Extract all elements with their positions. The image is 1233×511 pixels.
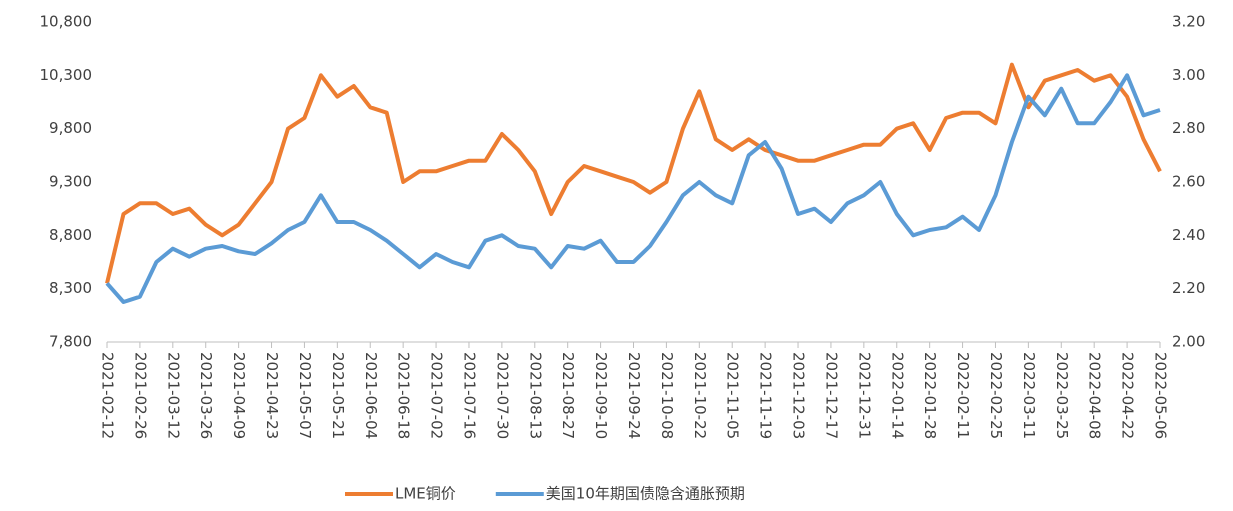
x-tick-label: 2022-04-08 bbox=[1086, 352, 1104, 439]
y2-tick-label: 2.60 bbox=[1172, 173, 1205, 191]
x-tick-label: 2022-05-06 bbox=[1152, 352, 1170, 439]
y-tick-label: 10,800 bbox=[40, 13, 93, 31]
x-tick-label: 2022-03-25 bbox=[1053, 352, 1071, 439]
legend-label: LME铜价 bbox=[395, 485, 456, 503]
x-tick-label: 2021-02-12 bbox=[99, 352, 117, 439]
y2-tick-label: 2.40 bbox=[1172, 226, 1205, 244]
x-tick-label: 2022-01-14 bbox=[888, 352, 906, 439]
x-tick-label: 2021-09-24 bbox=[625, 352, 643, 439]
x-tick-label: 2021-11-05 bbox=[724, 352, 742, 439]
x-tick-label: 2022-03-11 bbox=[1020, 352, 1038, 439]
x-tick-label: 2021-04-09 bbox=[230, 352, 248, 439]
x-tick-label: 2021-08-27 bbox=[559, 352, 577, 439]
x-tick-label: 2021-09-10 bbox=[592, 352, 610, 439]
x-tick-label: 2021-05-07 bbox=[296, 352, 314, 439]
x-tick-label: 2021-03-26 bbox=[197, 352, 215, 439]
y2-tick-label: 3.00 bbox=[1172, 66, 1205, 84]
x-tick-label: 2021-10-08 bbox=[658, 352, 676, 439]
x-tick-label: 2021-07-30 bbox=[493, 352, 511, 439]
x-tick-label: 2021-02-26 bbox=[131, 352, 149, 439]
x-tick-label: 2021-07-02 bbox=[428, 352, 446, 439]
y2-tick-label: 2.20 bbox=[1172, 279, 1205, 297]
x-tick-label: 2021-07-16 bbox=[460, 352, 478, 439]
y-tick-label: 9,800 bbox=[49, 119, 92, 137]
x-tick-label: 2021-06-04 bbox=[362, 352, 380, 439]
x-tick-label: 2022-01-28 bbox=[921, 352, 939, 439]
x-tick-label: 2021-05-21 bbox=[329, 352, 347, 439]
x-tick-label: 2021-04-23 bbox=[263, 352, 281, 439]
x-tick-label: 2021-10-22 bbox=[691, 352, 709, 439]
x-tick-label: 2022-02-11 bbox=[954, 352, 972, 439]
x-tick-label: 2021-12-17 bbox=[822, 352, 840, 439]
y-tick-label: 10,300 bbox=[40, 66, 93, 84]
y-tick-label: 8,800 bbox=[49, 226, 92, 244]
x-tick-label: 2021-12-31 bbox=[855, 352, 873, 439]
y2-tick-label: 2.00 bbox=[1172, 333, 1205, 351]
y-tick-label: 9,300 bbox=[49, 173, 92, 191]
x-tick-label: 2021-11-19 bbox=[757, 352, 775, 439]
x-tick-label: 2021-12-03 bbox=[790, 352, 808, 439]
x-tick-label: 2021-06-18 bbox=[395, 352, 413, 439]
y-tick-label: 7,800 bbox=[49, 333, 92, 351]
x-tick-label: 2022-02-25 bbox=[987, 352, 1005, 439]
x-tick-label: 2021-08-13 bbox=[526, 352, 544, 439]
series-line bbox=[105, 73, 1161, 304]
x-tick-label: 2021-03-12 bbox=[164, 352, 182, 439]
y2-tick-label: 3.20 bbox=[1172, 13, 1205, 31]
x-tick-label: 2022-04-22 bbox=[1119, 352, 1137, 439]
y2-tick-label: 2.80 bbox=[1172, 119, 1205, 137]
series-line bbox=[105, 62, 1162, 284]
y-tick-label: 8,300 bbox=[49, 279, 92, 297]
legend-label: 美国10年期国债隐含通胀预期 bbox=[546, 485, 745, 503]
